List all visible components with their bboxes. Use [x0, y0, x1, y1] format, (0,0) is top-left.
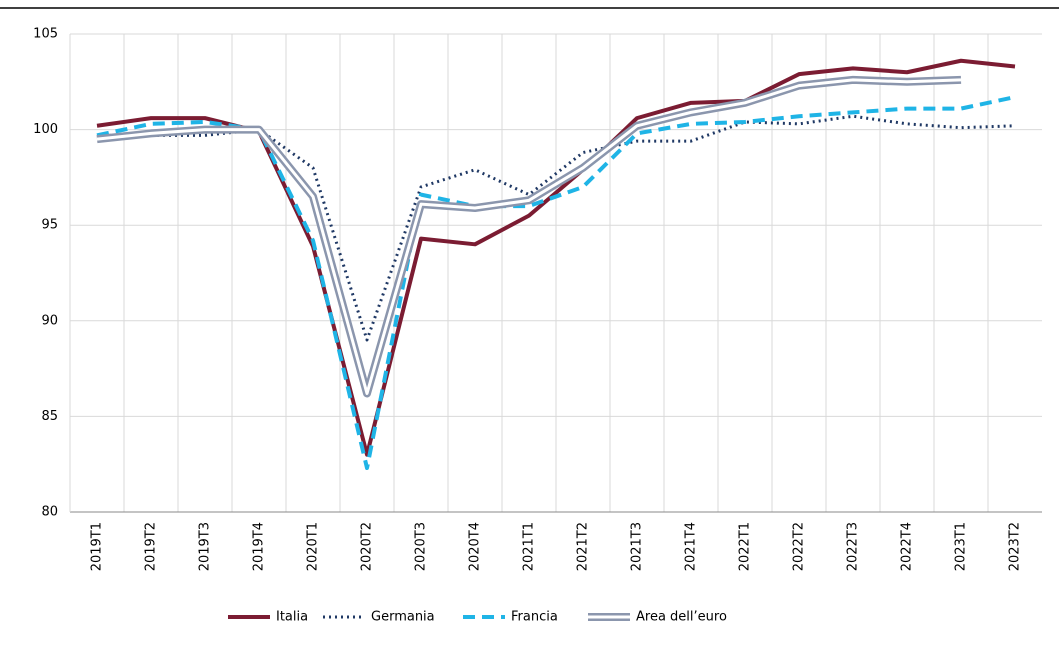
legend-label: Italia	[276, 610, 308, 625]
x-tick-label: 2020T1	[306, 522, 321, 571]
x-tick-label: 2021T3	[630, 522, 645, 571]
y-tick-label: 80	[41, 505, 58, 520]
x-tick-label: 2021T4	[684, 522, 699, 571]
legend-label: Francia	[511, 610, 558, 625]
y-tick-label: 100	[33, 122, 58, 137]
legend-label: Area dell’euro	[636, 610, 727, 625]
x-tick-label: 2020T4	[468, 522, 483, 571]
series-line	[96, 75, 962, 398]
y-tick-label: 90	[41, 313, 58, 328]
x-tick-label: 2021T1	[522, 522, 537, 571]
y-tick-label: 95	[41, 218, 58, 233]
x-tick-label: 2020T2	[360, 522, 375, 571]
y-tick-label: 105	[33, 27, 58, 42]
series-line-inner	[96, 78, 962, 395]
x-tick-label: 2023T1	[954, 522, 969, 571]
x-tick-label: 2021T2	[576, 522, 591, 571]
x-tick-label: 2019T4	[252, 522, 267, 571]
x-tick-label: 2019T2	[144, 522, 159, 571]
x-tick-label: 2023T2	[1008, 522, 1023, 571]
x-tick-label: 2019T3	[198, 522, 213, 571]
x-tick-label: 2019T1	[90, 522, 105, 571]
x-tick-label: 2022T1	[738, 522, 753, 571]
y-tick-label: 85	[41, 409, 58, 424]
x-tick-label: 2020T3	[414, 522, 429, 571]
legend-label: Germania	[371, 610, 435, 625]
x-tick-label: 2022T3	[846, 522, 861, 571]
x-tick-label: 2022T2	[792, 522, 807, 571]
series-line	[97, 114, 1016, 342]
x-tick-label: 2022T4	[900, 522, 915, 571]
